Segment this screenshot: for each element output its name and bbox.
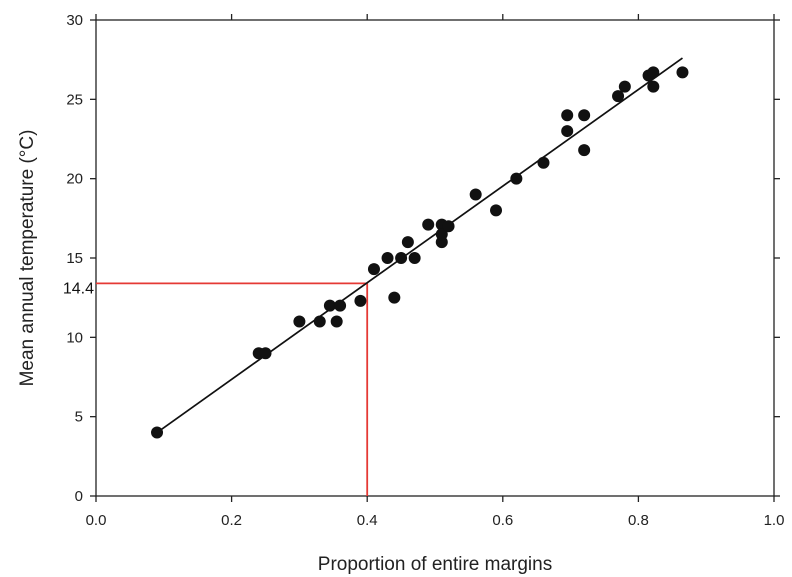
y-tick-label: 5 <box>75 409 83 426</box>
reference-value-label: 14.4 <box>63 280 94 297</box>
data-point <box>561 125 574 138</box>
data-point <box>435 228 448 241</box>
fit-line-group <box>156 57 683 434</box>
data-point <box>354 294 367 307</box>
data-point <box>330 315 343 328</box>
y-tick-label: 20 <box>66 171 83 188</box>
plot-frame <box>95 19 775 497</box>
data-point <box>537 156 550 169</box>
axes: 0.0 0.2 0.4 0.6 0.8 1.0 0 5 10 15 20 25 30 <box>66 12 784 529</box>
data-point <box>676 66 689 79</box>
data-point <box>578 144 591 157</box>
data-points <box>151 66 689 439</box>
x-tick-label: 0.4 <box>357 512 378 529</box>
data-point <box>469 188 482 201</box>
data-point <box>422 218 435 231</box>
y-tick-label: 30 <box>66 12 83 29</box>
data-point <box>367 263 380 276</box>
x-tick-label: 0.2 <box>221 512 242 529</box>
data-point <box>259 347 272 360</box>
data-point <box>490 204 503 217</box>
data-point <box>612 90 625 103</box>
data-point <box>401 236 414 249</box>
x-axis-title: Proportion of entire margins <box>318 554 552 575</box>
data-point <box>395 252 408 264</box>
regression-line <box>156 57 683 434</box>
data-point <box>578 109 591 122</box>
data-point <box>408 252 421 264</box>
data-point <box>313 315 326 328</box>
data-point <box>293 315 306 328</box>
data-point <box>334 299 347 312</box>
y-tick-label: 10 <box>66 329 83 346</box>
data-point <box>647 80 660 93</box>
x-tick-label: 0.6 <box>492 512 513 529</box>
x-tick-label: 1.0 <box>764 512 785 529</box>
data-point <box>618 80 631 93</box>
y-tick-label: 25 <box>66 91 83 108</box>
data-point <box>323 299 336 312</box>
x-tick-label: 0.0 <box>86 512 107 529</box>
data-point <box>510 172 523 185</box>
data-point <box>388 291 401 304</box>
y-tick-label: 15 <box>66 250 83 267</box>
data-point <box>647 66 660 79</box>
data-point <box>442 220 455 233</box>
data-point <box>381 252 394 264</box>
reference-lines: 14.4 <box>63 280 369 496</box>
x-tick-label: 0.8 <box>628 512 649 529</box>
data-point <box>561 109 574 122</box>
y-tick-label: 0 <box>75 488 83 505</box>
data-point <box>151 426 164 439</box>
y-axis-title: Mean annual temperature (°C) <box>17 130 38 387</box>
